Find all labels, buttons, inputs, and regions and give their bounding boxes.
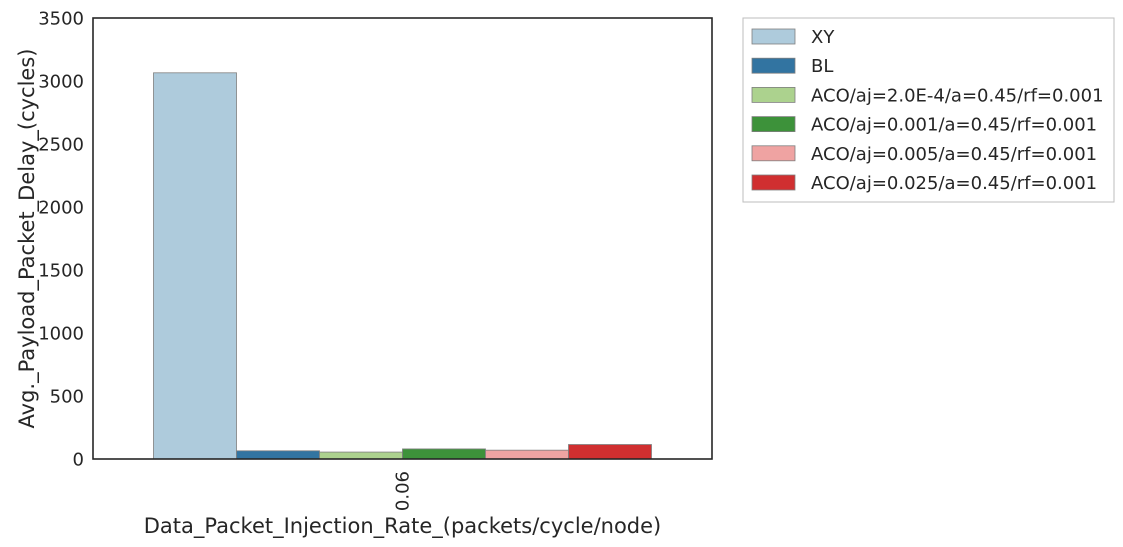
bar-aco-aj-0-001-a-0-45-rf-0-001	[402, 448, 486, 460]
bar-aco-aj-2-0e-4-a-0-45-rf-0-001	[319, 451, 403, 460]
legend-item: XY	[751, 27, 835, 48]
legend-items: XY BL ACO/aj=2.0E-4/a=0.45/rf=0.001 ACO/aj=…	[751, 27, 1104, 194]
bar-aco-aj-0-025-a-0-45-rf-0-001	[568, 444, 652, 460]
plot-frame	[92, 17, 713, 460]
y-tick-label: 3000	[38, 72, 84, 93]
y-axis-label: Avg._Payload_Packet_Delay_(cycles)	[15, 49, 40, 429]
legend-label: ACO/aj=2.0E-4/a=0.45/rf=0.001	[811, 85, 1104, 106]
legend-item: ACO/aj=0.001/a=0.45/rf=0.001	[751, 115, 1097, 136]
y-tick-label: 1500	[38, 261, 84, 282]
legend-label: ACO/aj=0.025/a=0.45/rf=0.001	[811, 173, 1097, 194]
legend-label: ACO/aj=0.005/a=0.45/rf=0.001	[811, 144, 1097, 165]
legend-swatch	[751, 87, 796, 103]
legend-item: ACO/aj=0.025/a=0.45/rf=0.001	[751, 173, 1097, 194]
y-tick-label: 500	[50, 387, 84, 408]
legend-swatch	[751, 57, 796, 74]
legend-label: ACO/aj=0.001/a=0.45/rf=0.001	[811, 115, 1097, 136]
x-axis-ticks: 0.06	[393, 471, 414, 511]
legend-swatch	[751, 28, 796, 45]
y-tick-label: 1000	[38, 324, 84, 345]
legend-label: XY	[811, 27, 835, 48]
y-tick-label: 3500	[38, 9, 84, 30]
bar-xy	[153, 72, 237, 460]
bar-aco-aj-0-005-a-0-45-rf-0-001	[485, 449, 569, 460]
y-tick-label: 2500	[38, 135, 84, 156]
legend-swatch	[751, 116, 796, 132]
y-tick-label: 2000	[38, 198, 84, 219]
y-axis-ticks: 0 500 1000 1500 2000 2500 3000 3500	[38, 9, 84, 471]
x-axis-label: Data_Packet_Injection_Rate_(packets/cycl…	[144, 514, 662, 539]
legend-swatch	[751, 145, 796, 162]
legend-item: BL	[751, 56, 833, 77]
legend-swatch	[751, 174, 796, 191]
y-tick-label: 0	[73, 450, 84, 471]
bars-group	[153, 72, 652, 460]
legend: XY BL ACO/aj=2.0E-4/a=0.45/rf=0.001 ACO/aj=…	[742, 17, 1115, 203]
legend-label: BL	[811, 56, 833, 77]
x-tick-label: 0.06	[393, 471, 414, 511]
legend-item: ACO/aj=2.0E-4/a=0.45/rf=0.001	[751, 85, 1104, 106]
legend-item: ACO/aj=0.005/a=0.45/rf=0.001	[751, 144, 1097, 165]
bar-bl	[236, 450, 320, 460]
legend-frame	[742, 17, 1115, 203]
